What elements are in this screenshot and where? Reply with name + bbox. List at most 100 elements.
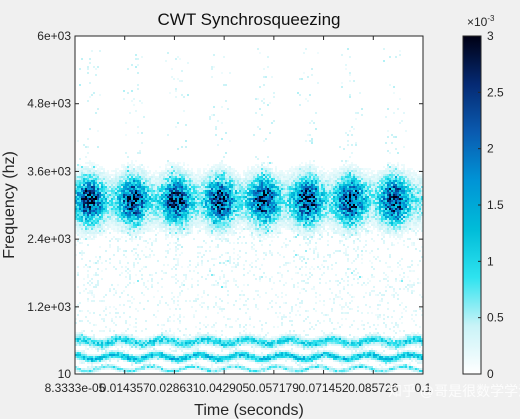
heatmap-cell (137, 152, 139, 154)
heatmap-cell (163, 210, 165, 212)
heatmap-cell (177, 318, 179, 320)
heatmap-cell (75, 322, 77, 324)
heatmap-cell (91, 202, 93, 204)
heatmap-cell (83, 144, 85, 146)
heatmap-cell (145, 218, 147, 220)
heatmap-cell (193, 348, 195, 350)
heatmap-cell (111, 340, 113, 342)
heatmap-cell (179, 346, 181, 348)
heatmap-cell (83, 166, 85, 168)
heatmap-cell (99, 354, 101, 356)
heatmap-cell (211, 258, 213, 260)
heatmap-cell (159, 210, 161, 212)
heatmap-cell (125, 184, 127, 186)
heatmap-cell (143, 200, 145, 202)
heatmap-cell (93, 234, 95, 236)
heatmap-cell (129, 174, 131, 176)
heatmap-cell (153, 254, 155, 256)
heatmap-cell (243, 336, 245, 338)
heatmap-cell (125, 176, 127, 178)
heatmap-cell (145, 320, 147, 322)
heatmap-cell (165, 174, 167, 176)
heatmap-cell (115, 370, 117, 372)
heatmap-cell (81, 356, 83, 358)
heatmap-cell (161, 342, 163, 344)
heatmap-cell (211, 66, 213, 68)
heatmap-cell (145, 170, 147, 172)
heatmap-cell (227, 212, 229, 214)
heatmap-cell (229, 222, 231, 224)
heatmap-cell (155, 342, 157, 344)
heatmap-cell (115, 268, 117, 270)
heatmap-cell (143, 202, 145, 204)
heatmap-cell (215, 280, 217, 282)
heatmap-cell (221, 300, 223, 302)
heatmap-cell (143, 166, 145, 168)
heatmap-cell (191, 336, 193, 338)
heatmap-cell (165, 232, 167, 234)
heatmap-cell (215, 224, 217, 226)
heatmap-cell (105, 172, 107, 174)
heatmap-cell (187, 184, 189, 186)
heatmap-cell (115, 292, 117, 294)
heatmap-cell (181, 342, 183, 344)
heatmap-cell (181, 186, 183, 188)
heatmap-cell (243, 216, 245, 218)
heatmap-cell (211, 224, 213, 226)
heatmap-cell (223, 234, 225, 236)
heatmap-cell (143, 360, 145, 362)
heatmap-cell (129, 206, 131, 208)
heatmap-cell (219, 210, 221, 212)
heatmap-cell (97, 210, 99, 212)
heatmap-cell (179, 174, 181, 176)
heatmap-cell (91, 292, 93, 294)
heatmap-cell (81, 208, 83, 210)
heatmap-cell (207, 170, 209, 172)
heatmap-cell (75, 232, 77, 234)
heatmap-cell (175, 356, 177, 358)
heatmap-cell (221, 356, 223, 358)
heatmap-cell (95, 226, 97, 228)
heatmap-cell (149, 200, 151, 202)
heatmap-cell (177, 182, 179, 184)
heatmap-cell (201, 368, 203, 370)
heatmap-cell (113, 216, 115, 218)
heatmap-cell (165, 196, 167, 198)
heatmap-cell (209, 180, 211, 182)
heatmap-cell (137, 224, 139, 226)
heatmap-cell (101, 188, 103, 190)
heatmap-cell (129, 232, 131, 234)
heatmap-cell (121, 182, 123, 184)
heatmap-cell (201, 182, 203, 184)
heatmap-cell (79, 198, 81, 200)
heatmap-cell (157, 350, 159, 352)
heatmap-cell (97, 190, 99, 192)
heatmap-cell (209, 250, 211, 252)
heatmap-cell (187, 352, 189, 354)
heatmap-cell (235, 188, 237, 190)
heatmap-cell (157, 188, 159, 190)
heatmap-cell (239, 200, 241, 202)
heatmap-cell (79, 182, 81, 184)
heatmap-cell (227, 194, 229, 196)
heatmap-cell (169, 320, 171, 322)
heatmap-cell (233, 340, 235, 342)
heatmap-cell (133, 226, 135, 228)
heatmap-cell (97, 232, 99, 234)
heatmap-cell (243, 264, 245, 266)
heatmap-cell (117, 368, 119, 370)
heatmap-cell (191, 222, 193, 224)
heatmap-cell (107, 174, 109, 176)
heatmap-cell (159, 176, 161, 178)
heatmap-cell (191, 216, 193, 218)
heatmap-cell (219, 342, 221, 344)
heatmap-cell (105, 228, 107, 230)
heatmap-cell (137, 166, 139, 168)
heatmap-cell (187, 354, 189, 356)
heatmap-cell (151, 212, 153, 214)
heatmap-cell (163, 220, 165, 222)
heatmap-cell (111, 214, 113, 216)
heatmap-cell (213, 176, 215, 178)
heatmap-cell (171, 342, 173, 344)
heatmap-cell (173, 334, 175, 336)
